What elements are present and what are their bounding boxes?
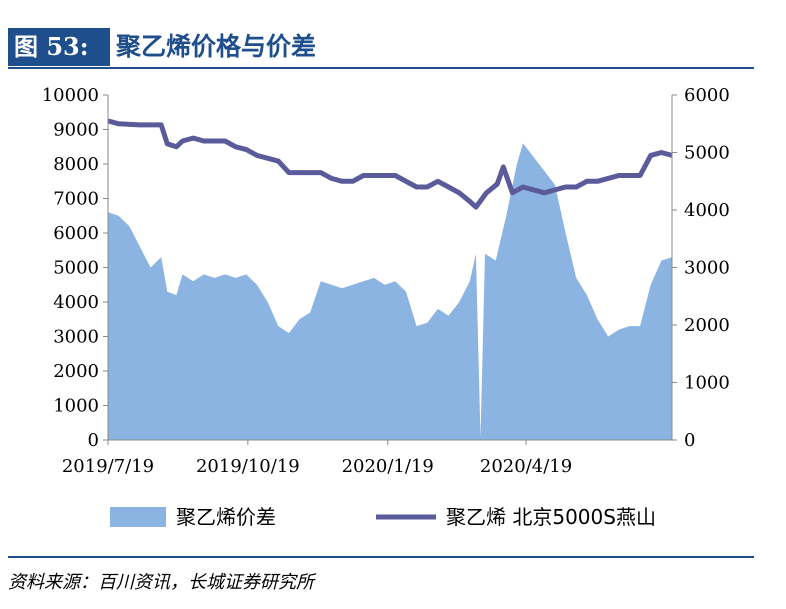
x-tick-label: 2019/7/19 <box>62 456 154 477</box>
x-tick-label: 2020/1/19 <box>342 456 434 477</box>
left-tick-label: 3000 <box>53 327 99 348</box>
chart-canvas: 0 1000 2000 3000 4000 5000 6000 7000 8000 9000 100… <box>42 85 730 529</box>
chart-title: 聚乙烯价格与价差 <box>116 32 317 61</box>
figure-number-label: 图 53: <box>8 28 110 66</box>
left-tick-label: 6000 <box>53 223 99 244</box>
legend-swatch-spread <box>110 507 166 527</box>
left-tick-label: 8000 <box>53 154 99 175</box>
right-tick-label: 3000 <box>684 258 730 279</box>
source-divider <box>8 556 754 558</box>
left-tick-label: 4000 <box>53 292 99 313</box>
left-tick-label: 0 <box>88 430 99 451</box>
left-tick-label: 5000 <box>53 258 99 279</box>
left-tick-label: 10000 <box>42 85 99 106</box>
right-tick-label: 0 <box>684 430 695 451</box>
figure-title-bar: 图 53: 聚乙烯价格与价差 <box>8 28 754 69</box>
x-tick-label: 2019/10/19 <box>196 456 300 477</box>
legend-label-price: 聚乙烯 北京5000S燕山 <box>446 505 656 529</box>
left-tick-label: 2000 <box>53 361 99 382</box>
right-tick-label: 1000 <box>684 373 730 394</box>
left-tick-label: 7000 <box>53 189 99 210</box>
right-tick-label: 4000 <box>684 200 730 221</box>
right-tick-label: 5000 <box>684 143 730 164</box>
left-tick-label: 9000 <box>53 120 99 141</box>
right-tick-label: 2000 <box>684 315 730 336</box>
left-tick-label: 1000 <box>53 396 99 417</box>
spread-area-series <box>108 143 672 441</box>
x-tick-label: 2020/4/19 <box>480 456 572 477</box>
title-underline <box>8 67 754 69</box>
right-tick-label: 6000 <box>684 85 730 106</box>
legend-label-spread: 聚乙烯价差 <box>176 505 276 529</box>
source-note: 资料来源：百川资讯，长城证券研究所 <box>8 572 314 593</box>
price-line-series <box>107 118 673 210</box>
